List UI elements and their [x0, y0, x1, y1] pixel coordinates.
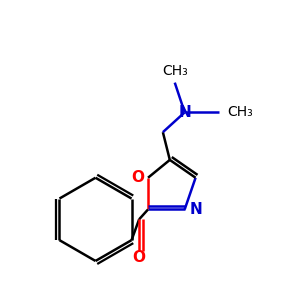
Text: N: N — [178, 105, 191, 120]
Text: CH₃: CH₃ — [162, 64, 188, 78]
Text: O: O — [132, 170, 145, 185]
Text: O: O — [133, 250, 146, 265]
Text: N: N — [189, 202, 202, 217]
Text: CH₃: CH₃ — [227, 105, 253, 119]
